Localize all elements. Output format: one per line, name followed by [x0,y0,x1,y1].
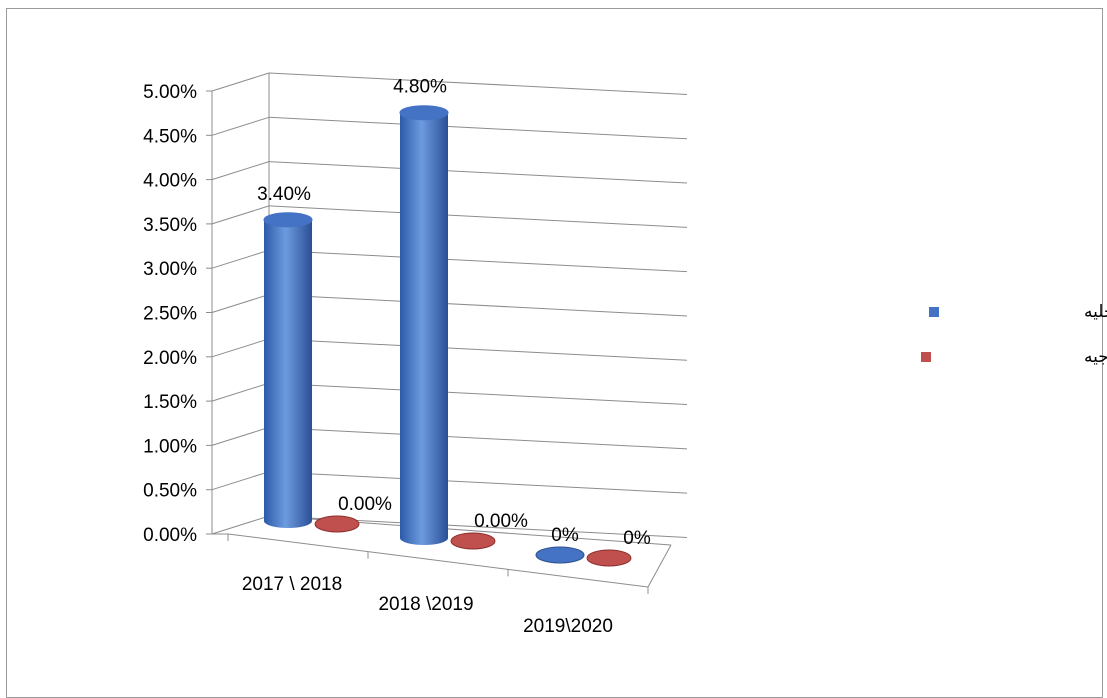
gridline-depth [211,161,270,181]
data-label: 0% [623,528,651,549]
bar-disc [450,532,496,550]
gridline [268,382,688,406]
y-tick-label: 5.00% [143,82,197,103]
bar-external-0 [314,515,360,533]
y-tick-label: 4.00% [143,171,197,192]
bar-internal-1 [399,105,449,545]
bar-internal-0 [263,212,313,528]
bar-top [263,212,313,228]
gridline [268,249,688,273]
data-label: 3.40% [257,184,311,205]
bar-body [264,219,312,528]
data-label: 0.00% [338,494,392,515]
gridline-depth [211,382,270,402]
bar-external-1 [450,532,496,550]
legend-item: المؤتمرات الداخليه [929,302,1107,322]
y-tick-label: 1.50% [143,392,197,413]
floor-right-edge [647,544,672,588]
data-label: 0% [551,525,579,546]
bar-disc [586,549,632,567]
gridline-depth [211,72,270,92]
legend-label: المؤتمرات الخارجيه [1084,347,1107,367]
x-tick-label: 2018 \2019 [378,594,473,615]
data-label: 4.80% [393,77,447,98]
x-axis: 2017 \ 2018 2018 \2019 2019\2020 [242,574,613,637]
legend-swatch [929,307,939,317]
legend-swatch [921,352,931,362]
y-tick-label: 0.00% [143,525,197,546]
gridline [268,294,688,317]
gridline [268,471,688,494]
gridlines [206,72,688,538]
bar-disc [535,546,585,564]
gridline [268,338,688,361]
bar-external-2 [586,549,632,567]
legend: المؤتمرات الداخليه المؤتمرات الخارجيه [921,302,1107,367]
gridline [268,72,688,95]
gridline-depth [211,515,270,535]
gridline-depth [211,294,270,313]
bar-top [399,105,449,121]
y-tick-label: 3.00% [143,259,197,280]
y-tick-label: 2.00% [143,348,197,369]
y-tick-label: 1.00% [143,436,197,457]
legend-label: المؤتمرات الداخليه [1084,302,1107,322]
gridline-depth [211,338,270,358]
gridline-depth [211,249,270,269]
x-tick-label: 2017 \ 2018 [242,574,342,595]
gridline [268,161,688,184]
x-tick-label: 2019\2020 [523,616,613,637]
gridline [268,116,688,140]
bar-internal-2 [535,546,585,564]
bar-disc [314,515,360,533]
gridline [268,426,688,450]
gridline-depth [211,426,270,446]
bar-body [400,112,448,545]
legend-item: المؤتمرات الخارجيه [921,347,1107,367]
data-labels: 3.40% 4.80% 0% 0.00% 0.00% 0% [257,77,651,549]
gridline-depth [211,205,270,225]
x-axis-line [227,533,649,588]
y-axis: 0.00% 0.50% 1.00% 1.50% 2.00% 2.50% 3.00% 3.50%… [143,82,197,546]
y-tick-label: 0.50% [143,481,197,502]
gridline-depth [211,116,270,136]
y-tick-label: 3.50% [143,215,197,236]
y-tick-label: 2.50% [143,304,197,325]
chart-svg: 0.00% 0.50% 1.00% 1.50% 2.00% 2.50% 3.00% 3.50%… [143,72,1107,637]
gridline [268,205,688,228]
data-label: 0.00% [474,511,528,532]
gridline-depth [211,471,270,491]
bars [263,105,632,567]
y-tick-label: 4.50% [143,126,197,147]
